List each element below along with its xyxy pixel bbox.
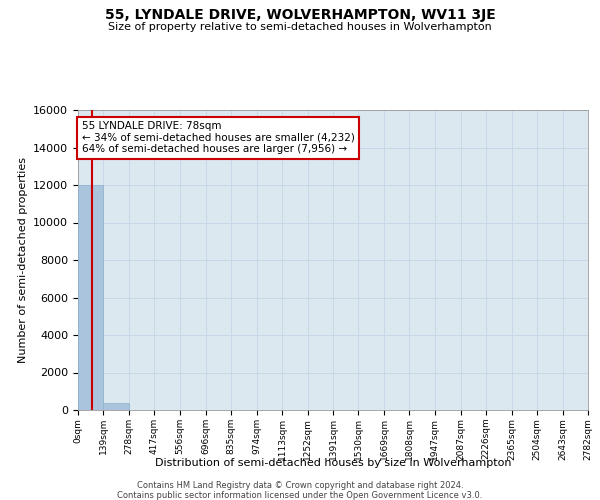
Bar	[78, 185, 103, 410]
Text: Distribution of semi-detached houses by size in Wolverhampton: Distribution of semi-detached houses by …	[155, 458, 511, 468]
Y-axis label: Number of semi-detached properties: Number of semi-detached properties	[17, 157, 28, 363]
Text: Contains HM Land Registry data © Crown copyright and database right 2024.: Contains HM Land Registry data © Crown c…	[137, 481, 463, 490]
Bar	[103, 403, 129, 410]
Text: Contains public sector information licensed under the Open Government Licence v3: Contains public sector information licen…	[118, 491, 482, 500]
Text: 55 LYNDALE DRIVE: 78sqm
← 34% of semi-detached houses are smaller (4,232)
64% of: 55 LYNDALE DRIVE: 78sqm ← 34% of semi-de…	[82, 121, 355, 154]
Text: 55, LYNDALE DRIVE, WOLVERHAMPTON, WV11 3JE: 55, LYNDALE DRIVE, WOLVERHAMPTON, WV11 3…	[104, 8, 496, 22]
Text: Size of property relative to semi-detached houses in Wolverhampton: Size of property relative to semi-detach…	[108, 22, 492, 32]
